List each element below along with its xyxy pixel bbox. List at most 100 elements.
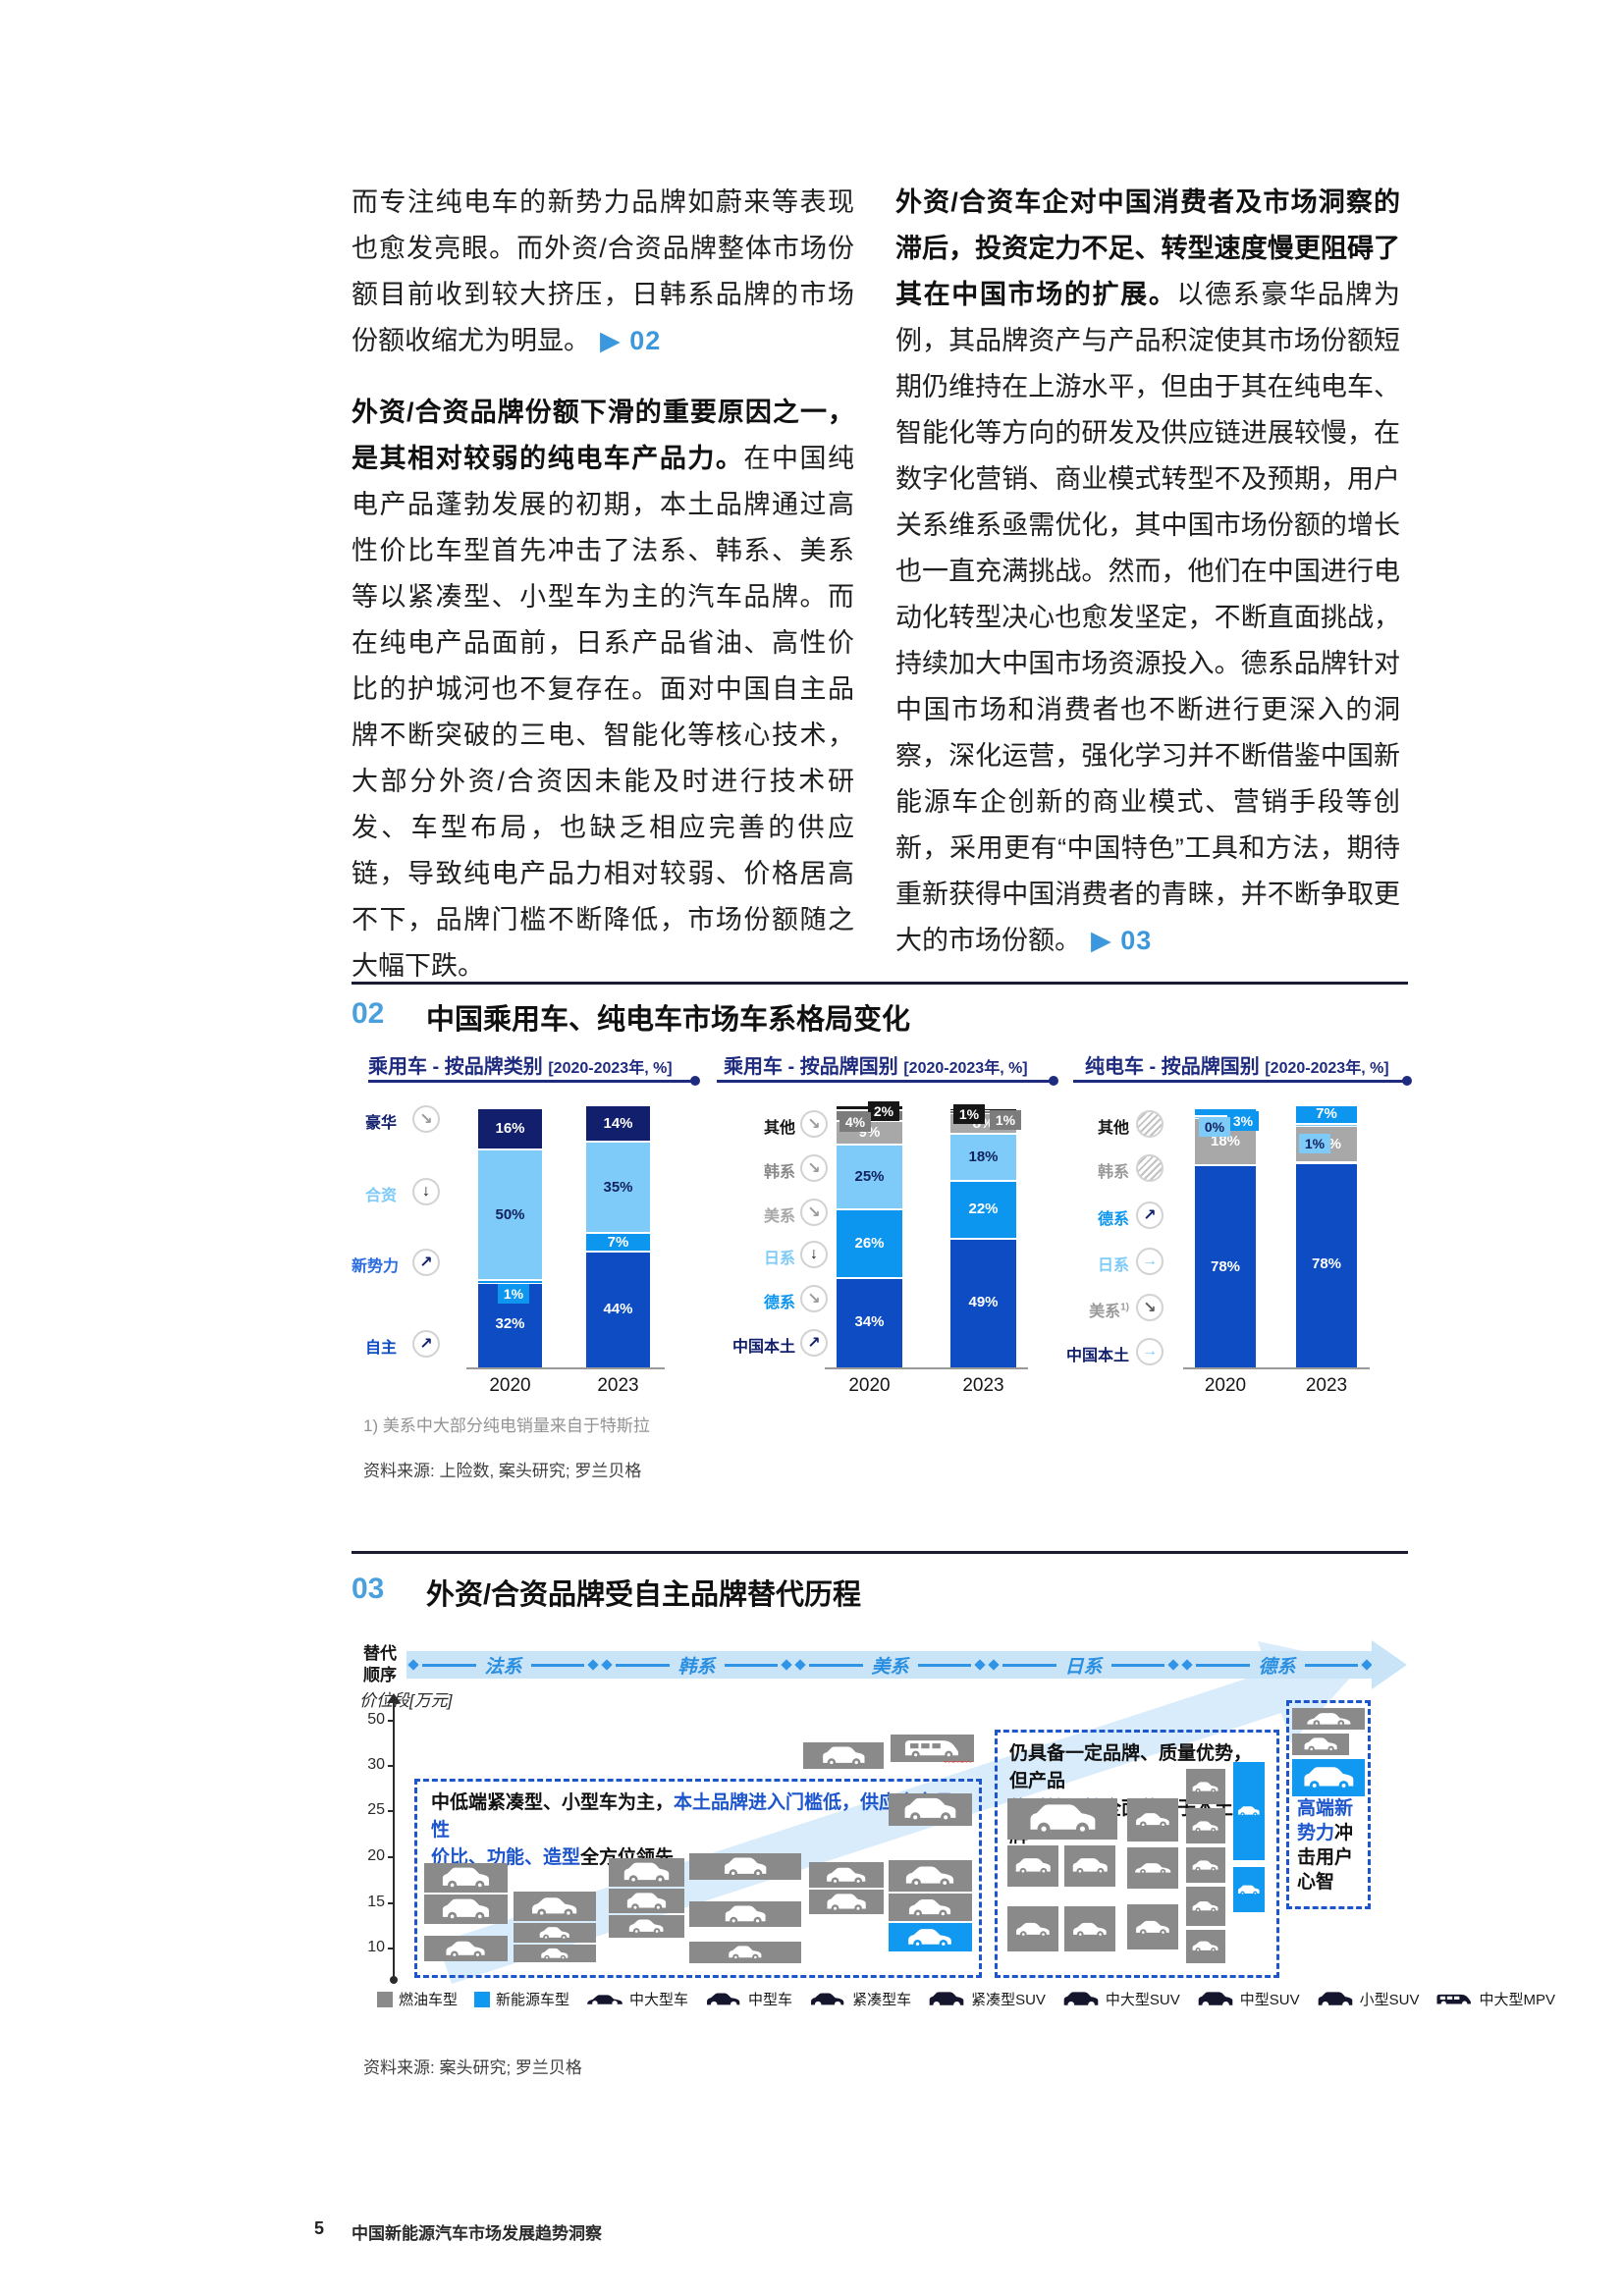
trend-arrow-glyph: → (1142, 1253, 1158, 1269)
car-icon-msuv (619, 1892, 675, 1911)
legend-item-新能源车型: 新能源车型 (474, 1989, 569, 2009)
legend-label-自主: 自主 (364, 1340, 397, 1357)
car-icon-car (524, 1895, 585, 1918)
trend-se-gray-icon: ↘ (800, 1154, 828, 1182)
y-axis-end-dot (390, 1976, 398, 1984)
bar-segment-50pct (478, 1150, 542, 1280)
replacement-order-label: 替代 顺序 (363, 1643, 397, 1686)
trend-ne-navy-icon: ↗ (412, 1330, 440, 1358)
car-icon-compact (619, 1917, 675, 1935)
timeline-line (809, 1663, 863, 1667)
legend-label-韩系: 韩系 (1097, 1164, 1129, 1181)
bar-segment-1pct (1296, 1124, 1357, 1127)
trend-arrow-glyph: ↘ (807, 1204, 821, 1221)
body-left-column: 而专注纯电车的新势力品牌如蔚来等表现也愈发亮眼。而外资/合资品牌整体市场份额目前… (352, 180, 854, 989)
ice-car-box (809, 1862, 884, 1888)
legend-item-中型车: 中型车 (705, 1989, 792, 2009)
ice-car-box (1127, 1847, 1178, 1889)
car-icon-compact (1134, 1802, 1171, 1837)
ice-car-box (1186, 1808, 1225, 1843)
timeline-line (724, 1663, 779, 1667)
ice-car-box (609, 1889, 684, 1913)
timeline-arrowhead-icon (1372, 1640, 1407, 1689)
car-icon-compact (524, 1925, 585, 1941)
segment-callout-label: 0% (1199, 1116, 1230, 1137)
legend-label-合资: 合资 (364, 1188, 397, 1204)
bar-segment-26pct (837, 1210, 902, 1277)
trend-arrow-glyph: ↘ (807, 1160, 821, 1177)
legend-item-中大型SUV: 中大型SUV (1062, 1989, 1180, 2009)
exhibit-02-reference: ▶ 02 (600, 326, 662, 355)
y-tick-label: 10 (367, 1939, 385, 1955)
trend-arrow-glyph: ↗ (1143, 1207, 1157, 1224)
legend-label: 紧凑型车 (852, 1992, 912, 2008)
car-model-boxes-layer: ﹏﹏﹏ (352, 1551, 1408, 2101)
annotation-text: 中低端紧凑型、小型车为主，本土品牌进入门槛低，供应丰富且性 价比、功能、造型全方… (431, 1789, 969, 1872)
legend-label-日系: 日系 (763, 1251, 795, 1267)
legend-car-icon-csuv (928, 1991, 965, 2008)
fuel-type-swatch (377, 1991, 393, 2007)
ice-car-box (514, 1892, 596, 1921)
y-tick-mark (388, 1902, 394, 1904)
exhibit-number: 02 (352, 997, 385, 1030)
trend-right-lblue-icon: → (1136, 1338, 1164, 1365)
exhibit-03-section: 03 外资/合资品牌受自主品牌替代历程 替代 顺序 法系 韩系 美系 日系 德系 价位段… (352, 1551, 1555, 2101)
car-icon-car (1191, 1773, 1220, 1801)
timeline-label: 韩系 (677, 1656, 716, 1678)
segment-label: 22% (968, 1201, 999, 1218)
y-tick-mark (388, 1765, 394, 1767)
year-label: 2023 (597, 1375, 639, 1396)
y-tick-mark (388, 1856, 394, 1858)
ice-car-box (1186, 1769, 1225, 1804)
trend-arrow-glyph: ↓ (810, 1246, 818, 1262)
ice-car-box (1007, 1798, 1117, 1840)
bar-segment-7pct (586, 1234, 650, 1251)
ice-car-box (889, 1860, 972, 1892)
car-icon-suv (435, 1866, 497, 1890)
legend-item-中大型车: 中大型车 (586, 1989, 688, 2009)
exhibit-title: 外资/合资品牌受自主品牌替代历程 (426, 1579, 862, 1611)
trend-se-gray-icon: ↘ (800, 1199, 828, 1226)
bar-segment-35pct (586, 1143, 650, 1233)
car-icon-suv (814, 1745, 874, 1767)
trend-right-lblue-icon: → (1136, 1248, 1164, 1275)
x-axis-line (825, 1367, 1028, 1369)
legend-item-紧凑型车: 紧凑型车 (809, 1989, 911, 2009)
hatch-circle-icon (1136, 1110, 1164, 1138)
paragraph-text: 在中国纯电产品蓬勃发展的初期，本土品牌通过高性价比车型首先冲击了法系、韩系、美系… (352, 444, 855, 981)
chart-subtitle-unit: [2020-2023年, %] (903, 1060, 1028, 1077)
segment-callout-label: 4% (839, 1112, 871, 1133)
subtitle-underline (1073, 1076, 1412, 1086)
bar-segment-16pct (478, 1108, 542, 1149)
chart-subtitle-unit: [2020-2023年, %] (1265, 1060, 1389, 1077)
trend-down-black-icon: ↓ (412, 1178, 440, 1205)
trend-arrow-glyph: ↘ (807, 1291, 821, 1308)
ice-car-box (1007, 1906, 1058, 1951)
annotation-blue: 高端新势力 (1297, 1798, 1354, 1843)
y-tick-mark (388, 1720, 394, 1722)
brand-origin-timeline: 法系 韩系 美系 日系 德系 (406, 1651, 1374, 1679)
timeline-line (1196, 1663, 1250, 1667)
bar-segment-25pct (837, 1145, 902, 1209)
segment-callout-label: 1% (953, 1103, 985, 1124)
chart-subtitle-text: 纯电车 - 按品牌国别 (1085, 1056, 1266, 1078)
trend-arrow-glyph: ↘ (1143, 1300, 1157, 1316)
chart-subtitle: 乘用车 - 按品牌类别 [2020-2023年, %] (368, 1050, 673, 1079)
segment-callout-label: 1% (498, 1284, 529, 1305)
car-icon-compact (524, 1947, 585, 1960)
segment-label: 26% (854, 1235, 885, 1252)
x-axis-line (1183, 1367, 1370, 1369)
bar-segment-49pct (950, 1239, 1016, 1367)
timeline-segment-韩系: 韩系 (600, 1651, 793, 1679)
bar-segment-78pct (1296, 1163, 1357, 1367)
timeline-segment-德系: 德系 (1180, 1651, 1374, 1679)
exhibit-number: 03 (352, 1573, 385, 1605)
timeline-line (1304, 1663, 1359, 1667)
ice-car-box (889, 1894, 972, 1921)
trend-ne-navy-icon: ↗ (1136, 1201, 1164, 1229)
trend-arrow-glyph: ↗ (807, 1335, 821, 1352)
car-icon-ssuv (1237, 1772, 1261, 1850)
ice-car-box (1127, 1798, 1178, 1842)
bar-segment-3pct (1195, 1108, 1256, 1115)
